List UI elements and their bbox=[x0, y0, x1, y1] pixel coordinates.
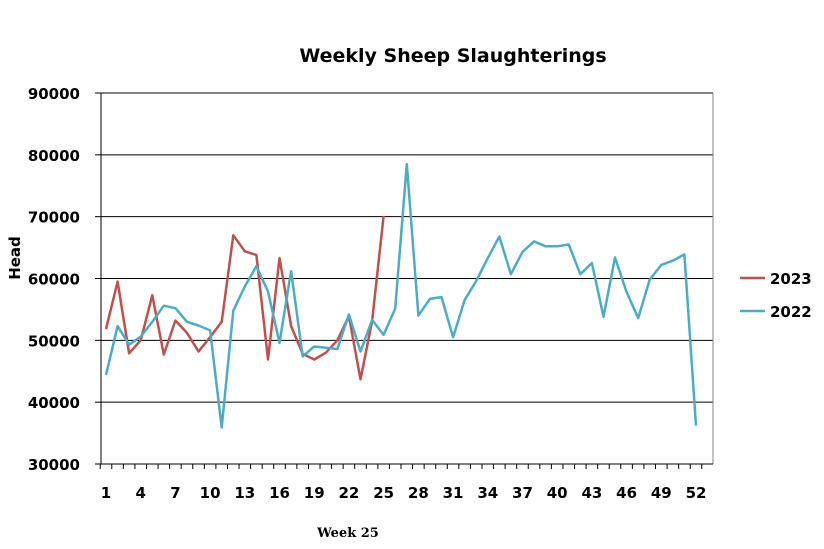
y-tick-label: 80000 bbox=[28, 147, 80, 165]
x-tick-label: 37 bbox=[512, 484, 533, 502]
x-tick-label: 49 bbox=[651, 484, 672, 502]
legend: 2023 2022 bbox=[740, 270, 812, 321]
x-tick-label: 34 bbox=[477, 484, 498, 502]
x-tick-label: 16 bbox=[269, 484, 290, 502]
x-tick-label: 52 bbox=[686, 484, 707, 502]
y-tick-label: 70000 bbox=[28, 209, 80, 227]
y-tick-label: 30000 bbox=[28, 456, 80, 474]
x-tick-label: 43 bbox=[581, 484, 602, 502]
x-ticks: 1 4 7 10 13 16 19 22 25 28 31 34 37 40 43 46 49 52 bbox=[99, 464, 707, 502]
series-group bbox=[104, 162, 698, 429]
x-tick-label: 46 bbox=[616, 484, 637, 502]
x-tick-label: 25 bbox=[373, 484, 394, 502]
legend-label-2022: 2022 bbox=[770, 303, 812, 321]
x-tick-label: 19 bbox=[304, 484, 325, 502]
y-tick-label: 50000 bbox=[28, 332, 80, 350]
x-tick-label: 31 bbox=[443, 484, 464, 502]
y-ticks: 30000 40000 50000 60000 70000 80000 90000 bbox=[28, 85, 101, 474]
x-tick-label: 22 bbox=[339, 484, 360, 502]
series-line-2023 bbox=[104, 215, 385, 381]
legend-label-2023: 2023 bbox=[770, 270, 812, 288]
y-tick-label: 90000 bbox=[28, 85, 80, 103]
week-annotation: Week 25 bbox=[316, 526, 379, 541]
gridlines bbox=[101, 92, 713, 465]
chart-title: Weekly Sheep Slaughterings bbox=[299, 45, 606, 67]
y-axis-label: Head bbox=[6, 236, 24, 280]
x-tick-label: 10 bbox=[200, 484, 221, 502]
x-tick-label: 40 bbox=[547, 484, 568, 502]
y-tick-label: 40000 bbox=[28, 394, 80, 412]
y-tick-label: 60000 bbox=[28, 271, 80, 289]
x-tick-label: 4 bbox=[135, 484, 145, 502]
x-tick-label: 1 bbox=[101, 484, 111, 502]
x-tick-label: 7 bbox=[170, 484, 180, 502]
x-tick-label: 13 bbox=[234, 484, 255, 502]
series-line-2022 bbox=[104, 162, 698, 429]
x-tick-label: 28 bbox=[408, 484, 429, 502]
